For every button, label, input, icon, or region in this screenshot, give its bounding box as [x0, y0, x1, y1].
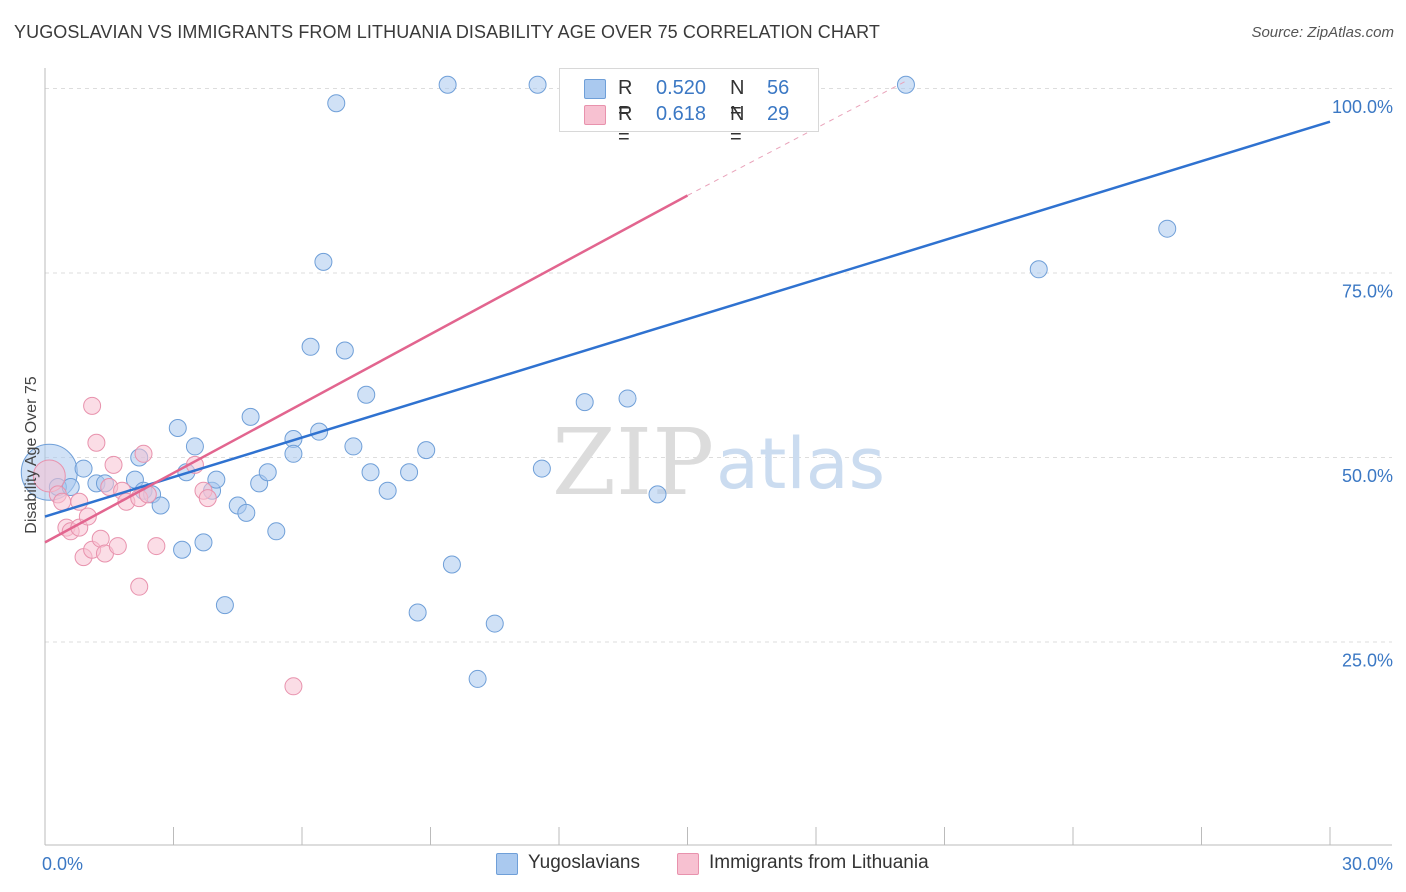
chart-title: YUGOSLAVIAN VS IMMIGRANTS FROM LITHUANIA…	[14, 22, 880, 42]
yugoslavians-point	[258, 463, 277, 482]
y-tick-label: 25.0%	[1342, 650, 1393, 670]
yugoslavians-point	[207, 470, 226, 489]
yugoslavians-points	[20, 75, 1177, 688]
lithuania-point	[83, 396, 102, 415]
lithuania-point	[138, 485, 157, 504]
legend-swatch-lithuania	[677, 853, 699, 875]
lithuania-point	[87, 433, 106, 452]
yugoslavians-point	[344, 437, 363, 456]
legend-label-yugoslavians: Yugoslavians	[528, 852, 640, 873]
yugoslavians-point	[241, 407, 260, 426]
legend-n-value: 56	[767, 77, 790, 99]
yugoslavians-point	[400, 463, 419, 482]
yugoslavians-point	[357, 385, 376, 404]
yugoslavians-point	[185, 437, 204, 456]
lithuania-point	[104, 455, 123, 474]
legend-n-value: 29	[767, 103, 790, 125]
legend-swatch-yugoslavians	[496, 853, 518, 875]
y-tick-label: 75.0%	[1342, 281, 1393, 301]
yugoslavians-point	[327, 94, 346, 113]
lithuania-point	[284, 677, 303, 696]
legend-swatch-yugoslavians	[584, 79, 606, 99]
yugoslavians-point	[335, 341, 354, 360]
yugoslavians-point	[408, 603, 427, 622]
lithuania-trend-line	[44, 194, 689, 544]
trend-lines	[44, 80, 1331, 544]
yugoslavians-point	[151, 496, 170, 515]
yugoslavians-point	[237, 503, 256, 522]
legend-swatch-lithuania	[584, 105, 606, 125]
legend-n-label: N =	[730, 77, 745, 122]
yugoslavians-point	[442, 555, 461, 574]
lithuania-point	[198, 489, 217, 508]
lithuania-point	[147, 537, 166, 556]
x-tick-label: 30.0%	[1342, 854, 1393, 874]
lithuania-trend-extension	[687, 80, 907, 196]
yugoslavians-point	[896, 75, 915, 94]
x-tick-label: 0.0%	[42, 854, 83, 874]
yugoslavians-point	[648, 485, 667, 504]
legend-label-lithuania: Immigrants from Lithuania	[709, 852, 929, 873]
lithuania-point	[108, 537, 127, 556]
lithuania-points	[32, 75, 611, 696]
y-axis-label: Disability Age Over 75	[23, 376, 40, 534]
yugoslavians-point	[173, 540, 192, 559]
yugoslavians-point	[361, 463, 380, 482]
yugoslavians-point	[168, 418, 187, 437]
yugoslavians-point	[618, 389, 637, 408]
watermark: ZIP atlas	[552, 409, 885, 516]
tick-labels: 25.0% 50.0% 75.0% 100.0% 0.0% 30.0%	[42, 97, 1393, 874]
yugoslavians-point	[194, 533, 213, 552]
yugoslavians-point	[314, 252, 333, 271]
yugoslavians-trend-line	[44, 120, 1331, 518]
watermark-zip: ZIP	[552, 409, 714, 516]
yugoslavians-point	[1158, 219, 1177, 238]
source-credit: Source: ZipAtlas.com	[1251, 24, 1394, 41]
legend-r-label: R =	[618, 103, 633, 148]
yugoslavians-point	[575, 393, 594, 412]
y-tick-label: 100.0%	[1332, 97, 1393, 117]
stats-legend: R = 0.520 N = 56 R = 0.618 N = 29	[559, 68, 819, 148]
yugoslavians-point	[485, 614, 504, 633]
y-tick-label: 50.0%	[1342, 466, 1393, 486]
yugoslavians-point	[378, 481, 397, 500]
lithuania-point	[53, 492, 72, 511]
lithuania-point	[134, 444, 153, 463]
yugoslavians-point	[528, 75, 547, 94]
legend-r-value: 0.618	[656, 103, 707, 125]
legend-r-label: R =	[618, 77, 633, 122]
yugoslavians-point	[301, 337, 320, 356]
yugoslavians-point	[284, 444, 303, 463]
yugoslavians-point	[417, 441, 436, 460]
yugoslavians-point	[438, 75, 457, 94]
yugoslavians-point	[532, 459, 551, 478]
yugoslavians-point	[74, 459, 93, 478]
yugoslavians-point	[468, 669, 487, 688]
legend-r-value: 0.520	[656, 77, 707, 99]
lithuania-point	[130, 577, 149, 596]
yugoslavians-point	[1029, 260, 1048, 279]
yugoslavians-point	[215, 596, 234, 615]
legend-n-label: N =	[730, 103, 745, 148]
yugoslavians-point	[267, 522, 286, 541]
gridlines	[45, 87, 1392, 643]
watermark-atlas: atlas	[716, 423, 885, 505]
